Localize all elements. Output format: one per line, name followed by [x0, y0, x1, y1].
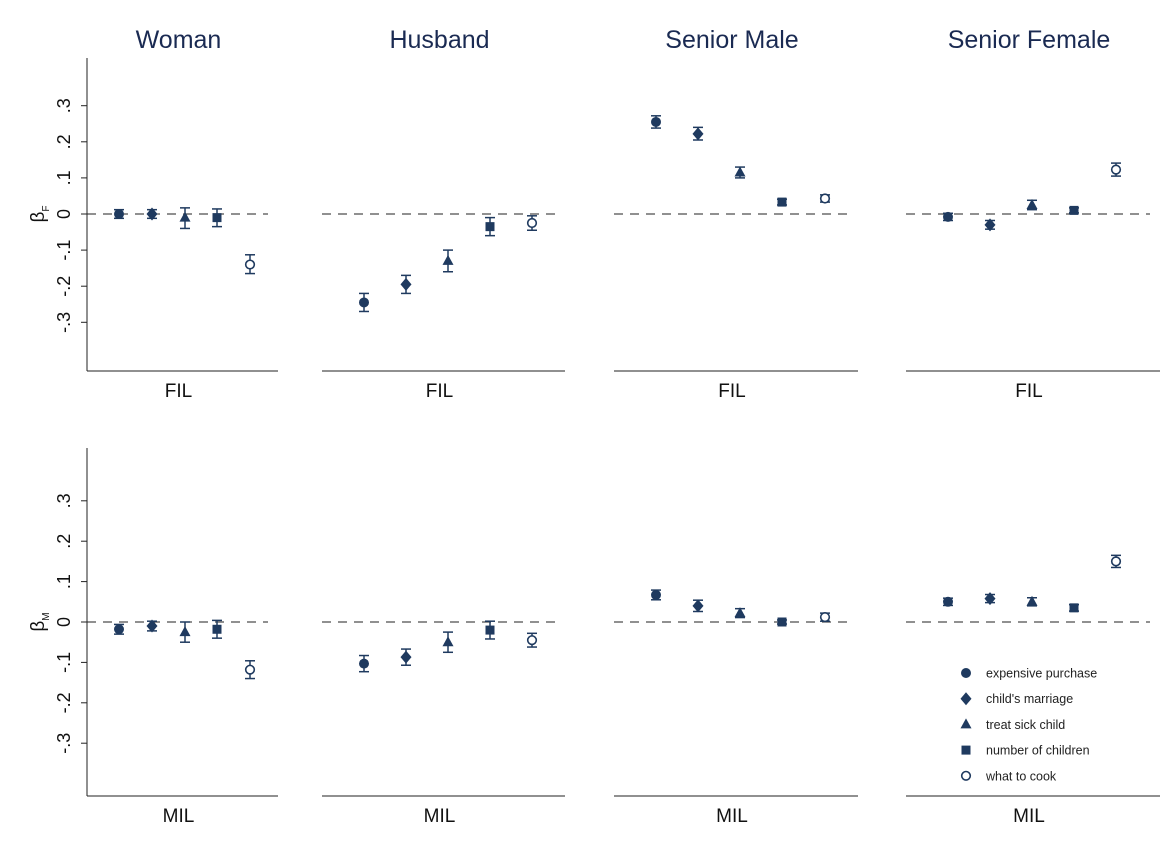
- y-axis-label-symbol: β: [28, 621, 49, 632]
- point-treat-sick-child: [734, 166, 746, 177]
- point-treat-sick-child: [734, 607, 746, 618]
- x-axis-label: MIL: [1013, 806, 1045, 827]
- point-expensive-purchase: [651, 116, 661, 127]
- legend-marker-treat-sick-child: [960, 718, 972, 729]
- panel-title-senior-female: Senior Female: [948, 26, 1111, 54]
- y-tick-label: .2: [54, 134, 74, 149]
- point-what-to-cook: [244, 664, 256, 675]
- point-expensive-purchase: [114, 624, 124, 635]
- point-what-to-cook: [526, 635, 538, 646]
- y-axis-label-subscript: M: [41, 612, 52, 620]
- point-treat-sick-child: [179, 211, 191, 222]
- y-tick-label: .3: [54, 98, 74, 113]
- x-axis-label: FIL: [1015, 381, 1042, 402]
- point-number-of-children: [777, 617, 787, 627]
- y-axis-label-symbol: β: [28, 212, 49, 223]
- point-what-to-cook: [1110, 556, 1122, 567]
- panel-title-husband: Husband: [389, 26, 489, 54]
- point-child-s-marriage: [984, 218, 996, 232]
- panel-woman-mil: MIL: [87, 619, 278, 827]
- point-treat-sick-child: [1026, 595, 1038, 606]
- point-what-to-cook: [244, 259, 256, 270]
- y-tick-label: 0: [54, 209, 74, 219]
- point-what-to-cook: [526, 217, 538, 229]
- point-expensive-purchase: [943, 596, 953, 607]
- legend: expensive purchase child's marriage treat …: [960, 667, 1097, 783]
- panel-senior-male-mil: MIL: [614, 589, 858, 827]
- y-tick-label: -.1: [54, 240, 74, 261]
- point-what-to-cook: [819, 612, 831, 623]
- point-child-s-marriage: [400, 650, 412, 664]
- y-axis-label: βF: [28, 205, 52, 222]
- legend-label: treat sick child: [986, 718, 1065, 732]
- y-tick-label: .3: [54, 493, 74, 508]
- legend-marker-what-to-cook: [960, 770, 972, 781]
- point-expensive-purchase: [359, 658, 369, 669]
- panels-layer: Woman Husband Senior Male Senior Female .3 .2…: [28, 26, 1160, 827]
- y-tick-label: -.1: [54, 652, 74, 673]
- point-child-s-marriage: [146, 619, 158, 633]
- point-number-of-children: [1069, 205, 1079, 215]
- legend-marker-expensive-purchase: [961, 668, 971, 678]
- x-axis-label: FIL: [165, 381, 192, 402]
- y-tick-label: .1: [54, 574, 74, 589]
- legend-label: child's marriage: [986, 692, 1073, 706]
- legend-label: expensive purchase: [986, 667, 1097, 681]
- y-axis-label-subscript: F: [41, 205, 52, 211]
- point-number-of-children: [777, 197, 787, 207]
- point-expensive-purchase: [114, 209, 124, 219]
- panel-husband-fil: FIL: [322, 213, 565, 402]
- point-child-s-marriage: [692, 127, 704, 141]
- panel-senior-male-fil: FIL: [614, 115, 858, 402]
- point-number-of-children: [485, 625, 495, 635]
- point-what-to-cook: [1110, 164, 1122, 175]
- y-tick-label: -.3: [54, 733, 74, 754]
- point-child-s-marriage: [400, 277, 412, 291]
- legend-marker-number-of-children: [961, 745, 971, 755]
- panel-title-woman: Woman: [136, 26, 222, 54]
- x-axis-label: FIL: [426, 381, 453, 402]
- panel-senior-female-fil: FIL: [906, 162, 1160, 402]
- y-axis-label: βM: [28, 612, 52, 631]
- panel-senior-female-mil: MIL: [906, 554, 1160, 827]
- point-treat-sick-child: [442, 636, 454, 647]
- y-tick-label: -.2: [54, 692, 74, 713]
- x-axis-label: FIL: [718, 381, 745, 402]
- y-tick-label: .2: [54, 534, 74, 549]
- point-what-to-cook: [819, 193, 831, 204]
- point-number-of-children: [212, 213, 222, 223]
- point-number-of-children: [212, 624, 222, 634]
- point-expensive-purchase: [359, 297, 369, 308]
- legend-label: what to cook: [985, 769, 1057, 783]
- point-child-s-marriage: [984, 592, 996, 606]
- y-tick-label: -.3: [54, 312, 74, 333]
- x-axis-label: MIL: [424, 806, 456, 827]
- point-expensive-purchase: [651, 589, 661, 600]
- y-tick-label: .1: [54, 170, 74, 185]
- legend-label: number of children: [986, 744, 1090, 758]
- point-treat-sick-child: [179, 626, 191, 637]
- y-tick-label: 0: [54, 617, 74, 627]
- point-number-of-children: [485, 222, 495, 232]
- point-number-of-children: [1069, 603, 1079, 613]
- point-treat-sick-child: [1026, 198, 1038, 209]
- point-treat-sick-child: [442, 254, 454, 265]
- point-expensive-purchase: [943, 211, 953, 222]
- x-axis-label: MIL: [716, 806, 748, 827]
- point-child-s-marriage: [692, 599, 704, 613]
- panel-husband-mil: MIL: [322, 620, 565, 827]
- panel-woman-fil: FIL: [87, 207, 278, 402]
- y-tick-label: -.2: [54, 276, 74, 297]
- point-child-s-marriage: [146, 207, 158, 221]
- legend-marker-child-s-marriage: [960, 692, 972, 706]
- x-axis-label: MIL: [163, 806, 195, 827]
- panel-title-senior-male: Senior Male: [665, 26, 798, 54]
